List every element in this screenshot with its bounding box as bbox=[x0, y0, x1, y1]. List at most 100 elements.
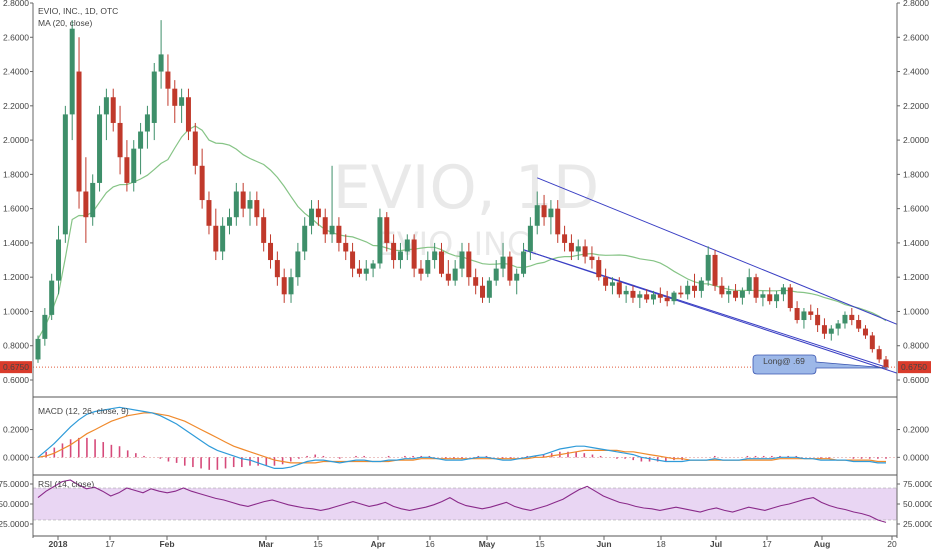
candle-body bbox=[274, 260, 280, 278]
x-tick-label: 15 bbox=[535, 539, 545, 549]
candle-body bbox=[363, 268, 369, 274]
price-tick-label-right: 2.4000 bbox=[903, 67, 929, 77]
x-tick-label: Aug bbox=[814, 539, 831, 549]
candle-body bbox=[849, 314, 855, 321]
price-tick-label-left: 2.8000 bbox=[3, 0, 29, 8]
price-tick-label-left: 2.6000 bbox=[3, 32, 29, 42]
candle-body bbox=[459, 251, 465, 269]
x-tick-label: 15 bbox=[313, 539, 323, 549]
candle-body bbox=[432, 251, 438, 261]
candle-body bbox=[650, 294, 656, 300]
candle-body bbox=[131, 148, 137, 183]
candle-body bbox=[165, 71, 171, 89]
candle-body bbox=[309, 208, 315, 226]
rsi-tick-label-left: 50.0000 bbox=[0, 499, 29, 509]
macd-tick-label-right: 0.0000 bbox=[903, 452, 929, 462]
candle-body bbox=[548, 208, 554, 218]
x-tick-label: Jun bbox=[596, 539, 611, 549]
rsi-tick-label-left: 75.0000 bbox=[0, 479, 29, 489]
candle-body bbox=[90, 182, 96, 218]
candle-body bbox=[678, 292, 684, 295]
rsi-tick-label-right: 75.0000 bbox=[903, 479, 932, 489]
candle-body bbox=[42, 314, 48, 339]
candle-body bbox=[391, 242, 397, 261]
symbol-title: EVIO, INC., 1D, OTC bbox=[38, 6, 118, 16]
candle-body bbox=[821, 325, 827, 334]
candle-body bbox=[438, 251, 444, 274]
channel-upper-line bbox=[537, 177, 898, 325]
candle-body bbox=[719, 285, 725, 295]
candle-body bbox=[671, 292, 677, 302]
candle-body bbox=[657, 294, 663, 298]
candle-body bbox=[343, 242, 349, 252]
x-tick-label: Jul bbox=[710, 539, 722, 549]
macd-signal-line bbox=[37, 412, 886, 464]
price-tick-label-right: 1.8000 bbox=[903, 169, 929, 179]
candle-body bbox=[493, 268, 499, 281]
annotation-callout bbox=[752, 354, 889, 375]
candle-body bbox=[295, 251, 301, 278]
candle-body bbox=[623, 290, 629, 295]
x-tick-label: Feb bbox=[159, 539, 174, 549]
candle-body bbox=[233, 191, 239, 218]
candle-body bbox=[835, 323, 841, 329]
candle-body bbox=[692, 285, 698, 291]
candle-body bbox=[247, 200, 253, 209]
candle-body bbox=[746, 277, 752, 291]
candle-body bbox=[452, 268, 458, 281]
channel-inner-line bbox=[523, 249, 887, 368]
candle-body bbox=[158, 54, 164, 72]
watermark-main: EVIO, 1D bbox=[333, 153, 599, 223]
price-tick-label-left: 2.2000 bbox=[3, 101, 29, 111]
candle-body bbox=[541, 205, 547, 218]
candle-body bbox=[480, 285, 486, 298]
ma-legend: MA (20, close) bbox=[38, 18, 92, 28]
candle-body bbox=[589, 256, 595, 261]
x-tick-label: Apr bbox=[371, 539, 386, 549]
candle-body bbox=[733, 290, 739, 298]
candle-body bbox=[774, 294, 780, 302]
candle-body bbox=[179, 97, 185, 106]
candle-body bbox=[808, 311, 814, 315]
candle-body bbox=[56, 239, 62, 281]
candle-body bbox=[883, 359, 889, 368]
candle-body bbox=[842, 314, 848, 324]
candle-body bbox=[144, 114, 150, 132]
candle-body bbox=[698, 280, 704, 291]
candle-body bbox=[562, 234, 568, 243]
macd-tick-label-left: 0.0000 bbox=[3, 452, 29, 462]
price-tick-label-left: 0.8000 bbox=[3, 341, 29, 351]
candle-body bbox=[97, 114, 103, 183]
rsi-legend: RSI (14, close) bbox=[38, 479, 94, 489]
macd-line bbox=[37, 406, 886, 469]
price-tick-label-left: 1.0000 bbox=[3, 306, 29, 316]
last-price-label-left: 0.6750 bbox=[3, 362, 29, 372]
candle-body bbox=[801, 311, 807, 321]
candle-body bbox=[726, 290, 732, 295]
candle-body bbox=[473, 277, 479, 286]
candle-body bbox=[603, 277, 609, 286]
candle-body bbox=[555, 208, 561, 235]
candle-body bbox=[630, 290, 636, 298]
candle-body bbox=[575, 246, 581, 252]
candle-body bbox=[596, 260, 602, 278]
candle-body bbox=[521, 251, 527, 274]
x-tick-label: May bbox=[479, 539, 496, 549]
candle-body bbox=[76, 71, 82, 192]
candle-body bbox=[302, 225, 308, 252]
candle-body bbox=[425, 260, 431, 274]
candle-body bbox=[753, 277, 759, 298]
candle-body bbox=[377, 217, 383, 264]
candle-body bbox=[151, 71, 157, 123]
rsi-tick-label-left: 25.0000 bbox=[0, 519, 29, 529]
rsi-band bbox=[33, 488, 897, 520]
candle-body bbox=[828, 328, 834, 334]
candle-body bbox=[254, 200, 260, 218]
candle-body bbox=[62, 114, 68, 235]
candle-body bbox=[35, 338, 41, 360]
candle-body bbox=[856, 320, 862, 329]
last-price-label-right: 0.6750 bbox=[901, 362, 927, 372]
candle-body bbox=[117, 122, 123, 158]
